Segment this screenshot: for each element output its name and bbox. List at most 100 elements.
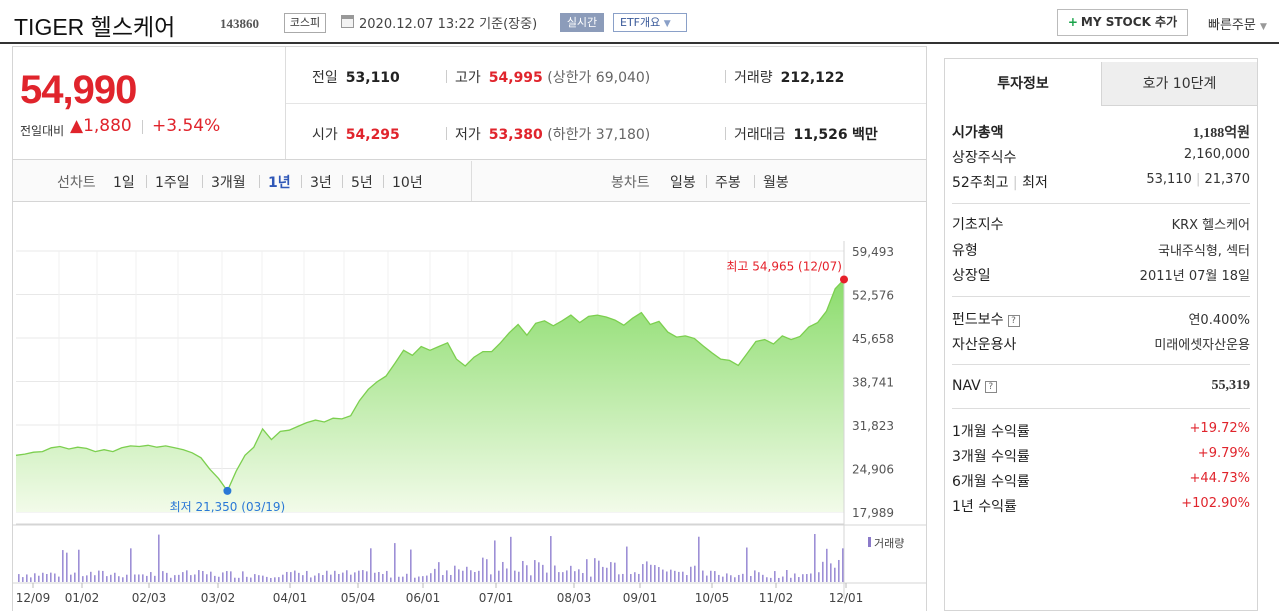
realtime-button[interactable]: 실시간 [560,13,604,32]
info-type: 유형 국내주식형, 섹터 [952,240,1250,260]
volume-bar [758,572,760,582]
change-amount-value: 1,880 [83,116,132,136]
info-52w: 52주최고 | 최저 53,110 | 21,370 [952,172,1250,191]
volume-bar [670,569,672,582]
volume-bar [162,571,164,582]
volume-bar [550,536,552,582]
add-mystock-button[interactable]: + MY STOCK 추가 [1057,9,1188,36]
help-icon[interactable]: ? [1007,315,1020,327]
volume-bar [102,570,104,582]
volume-bar [62,550,64,582]
info-label: 상장주식수 [952,150,1017,166]
info-label: 6개월 수익률 [952,474,1030,490]
volume-bar [558,572,560,582]
volume-bar [202,571,204,582]
stat-label: 저가 [455,127,481,143]
volume-bar [218,576,220,582]
volume-bar [450,574,452,582]
candle-monthly[interactable]: 월봉 [763,175,789,191]
volume-bar [434,568,436,582]
volume-bar [510,536,512,582]
stat-sub: (상한가 69,040) [547,70,651,86]
quick-order-link[interactable]: 빠른주문 ▼ [1208,14,1267,33]
info-manager: 자산운용사 미래에셋자산운용 [952,334,1250,354]
volume-bar [114,572,116,582]
info-label: 기초지수 [952,217,1004,233]
info-label: 시가총액 [952,125,1004,141]
divider [446,70,447,83]
volume-bar [610,562,612,582]
volume-bar [742,573,744,582]
low-label: 최저 21,350 (03/19) [170,500,286,514]
volume-bar [702,570,704,582]
etf-overview-dropdown[interactable]: ETF개요 ▼ [613,13,687,32]
info-value: 미래에셋자산운용 [1154,338,1250,353]
volume-bar [750,576,752,582]
volume-bar [430,573,432,582]
candle-weekly[interactable]: 주봉 [715,175,741,191]
volume-bar [514,570,516,582]
volume-bar [494,540,496,582]
volume-bar [790,577,792,582]
up-arrow-icon: ▲ [70,116,84,136]
volume-bar [630,574,632,582]
period-1y[interactable]: 1년 [268,175,291,191]
volume-bar [830,563,832,582]
info-return-6m: 6개월 수익률 +44.73% [952,471,1250,491]
volume-bar [310,577,312,582]
divider [202,175,203,188]
volume-bar [534,560,536,582]
y-tick-label: 38,741 [852,376,894,390]
period-3y[interactable]: 3년 [310,175,332,191]
divider [142,120,143,134]
period-10y[interactable]: 10년 [392,175,423,191]
info-label: 52주최고 [952,175,1009,191]
divider [725,70,726,83]
volume-bar [266,576,268,582]
stat-label: 시가 [312,127,338,143]
volume-bar [526,565,528,582]
volume-bar [38,575,40,582]
period-1d[interactable]: 1일 [113,175,135,191]
volume-bar [410,549,412,582]
change-label: 전일대비 [20,124,65,138]
volume-bar [86,575,88,582]
x-tick-label: 07/01 [479,591,514,605]
info-value: +44.73% [1189,471,1250,486]
help-icon[interactable]: ? [984,381,997,393]
volume-bar [778,577,780,582]
info-return-1y: 1년 수익률 +102.90% [952,496,1250,516]
volume-bar [50,572,52,582]
tab-investment-info[interactable]: 투자정보 [945,62,1101,106]
line-chart-label: 선차트 [57,175,96,191]
volume-bar [74,572,76,582]
volume-bar [662,569,664,582]
volume-bar [746,547,748,582]
period-1w[interactable]: 1주일 [155,175,190,191]
divider [285,47,286,159]
stat-sub: (하한가 37,180) [547,127,651,143]
volume-bar [738,574,740,582]
volume-bar [722,576,724,582]
volume-bar [726,573,728,582]
volume-bar [390,577,392,582]
volume-bar [118,576,120,582]
volume-bar [270,577,272,582]
period-3m[interactable]: 3개월 [211,175,246,191]
volume-bar [34,573,36,582]
volume-bar [654,565,656,582]
volume-bar [442,575,444,582]
volume-bar [466,566,468,582]
candle-daily[interactable]: 일봉 [670,175,696,191]
volume-bar [562,572,564,582]
y-tick-label: 31,823 [852,419,894,433]
tab-order-book[interactable]: 호가 10단계 [1101,62,1257,106]
volume-bar [646,561,648,582]
volume-bar [206,574,208,582]
volume-bar [694,565,696,582]
period-5y[interactable]: 5년 [351,175,373,191]
volume-bar [542,564,544,582]
volume-bar [578,569,580,582]
volume-bar [330,574,332,582]
info-listed: 상장일 2011년 07월 18일 [952,265,1250,285]
